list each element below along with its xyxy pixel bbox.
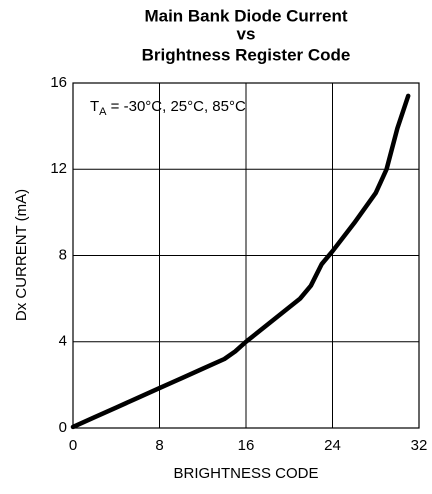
x-tick-label: 24 xyxy=(324,437,341,454)
x-axis-label: BRIGHTNESS CODE xyxy=(173,465,318,482)
y-tick-label: 8 xyxy=(59,246,67,263)
y-tick-label: 16 xyxy=(50,74,67,91)
x-tick-label: 32 xyxy=(411,437,428,454)
data-line xyxy=(70,93,411,430)
annotation-text: = -30°C, 25°C, 85°C xyxy=(107,98,246,115)
y-axis-label: Dx CURRENT (mA) xyxy=(13,189,30,321)
annotation-subscript: A xyxy=(99,106,107,118)
x-tick-label: 8 xyxy=(155,437,163,454)
annotation: TA = -30°C, 25°C, 85°C xyxy=(90,98,246,118)
annotation-text: T xyxy=(90,98,99,115)
y-tick-label: 4 xyxy=(59,333,67,350)
chart-title: vs xyxy=(237,24,256,43)
chart-title: Main Bank Diode Current xyxy=(144,6,347,25)
y-tick-label: 12 xyxy=(50,160,67,177)
x-tick-label: 0 xyxy=(69,437,77,454)
x-tick-label: 16 xyxy=(238,437,255,454)
chart-title: Brightness Register Code xyxy=(142,45,351,64)
y-tick-label: 0 xyxy=(59,419,67,436)
